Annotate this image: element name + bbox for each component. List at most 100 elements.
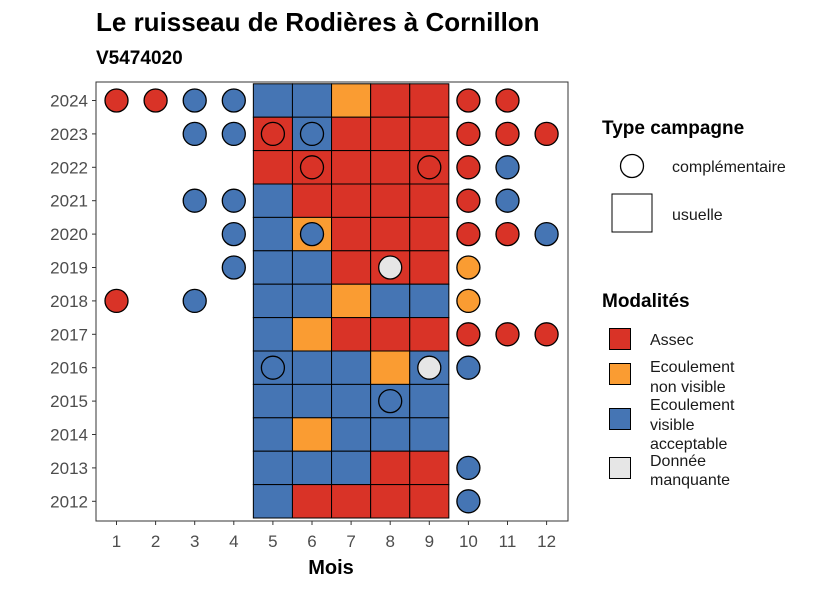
tile-2013-8	[370, 450, 411, 486]
legend-label-line: Ecoulement	[650, 359, 735, 376]
point-2024-2	[143, 88, 168, 113]
point-2024-4	[221, 88, 246, 113]
x-tick-label: 11	[499, 532, 517, 551]
tile-2014-6	[291, 417, 333, 452]
point-2015-8	[378, 388, 403, 414]
point-2016-10	[456, 355, 481, 380]
point-2020-6	[299, 221, 325, 247]
point-2020-11	[495, 221, 520, 247]
tile-2017-9	[409, 317, 450, 352]
x-tick-label: 2	[151, 532, 160, 551]
x-tick-label: 7	[346, 532, 355, 551]
tile-2021-9	[409, 183, 450, 218]
y-axis-ticks: 2012 2013 2014 2015 2016 2017 2018 2019 2020 2021…	[50, 92, 96, 511]
tile-2024-6	[291, 83, 333, 118]
point-2017-10	[456, 322, 481, 347]
tile-2019-7	[331, 250, 372, 285]
tile-2018-6	[291, 283, 333, 319]
x-tick-label: 8	[385, 532, 394, 551]
legend-key-2	[609, 408, 631, 430]
point-2022-6	[299, 155, 325, 180]
tile-2019-5	[252, 250, 293, 285]
x-tick-label: 10	[459, 532, 478, 551]
chart-title: Le ruisseau de Rodières à Cornillon	[96, 7, 540, 37]
legend-key-0	[609, 328, 631, 350]
y-tick-label: 2022	[50, 158, 88, 177]
point-2021-11	[495, 188, 520, 213]
legend-label-line: visible	[650, 417, 695, 434]
tile-2020-8	[370, 216, 411, 252]
point-2022-9	[417, 155, 442, 180]
x-axis-ticks: 1 2 3 4 5 6 7 8 9 10 11 12	[112, 521, 556, 551]
tile-2020-9	[409, 216, 450, 252]
tile-2015-6	[291, 383, 333, 419]
legend-campagne-title: Type campagne	[602, 118, 744, 139]
tile-2024-8	[370, 83, 411, 118]
point-2024-3	[182, 88, 207, 113]
tile-2017-8	[370, 317, 411, 352]
y-tick-label: 2012	[50, 492, 88, 511]
y-tick-label: 2017	[50, 325, 88, 344]
y-tick-label: 2023	[50, 125, 88, 144]
point-2020-4	[221, 221, 246, 247]
point-2023-12	[534, 121, 559, 147]
point-2022-10	[456, 155, 481, 180]
tile-2014-7	[331, 417, 372, 452]
tile-2018-9	[409, 283, 450, 319]
tile-2018-8	[370, 283, 411, 319]
tile-2018-5	[252, 283, 293, 319]
tile-2022-8	[370, 150, 411, 185]
tile-2023-9	[409, 116, 450, 152]
tile-2024-5	[252, 83, 293, 118]
tile-2020-7	[331, 216, 372, 252]
point-2023-5	[260, 121, 286, 147]
point-2021-10	[456, 188, 481, 213]
usuelle-tiles	[252, 83, 450, 519]
tile-2012-7	[331, 484, 372, 519]
point-2023-6	[299, 121, 325, 147]
x-tick-label: 1	[112, 532, 121, 551]
point-2019-10	[456, 255, 481, 280]
tile-2015-5	[252, 383, 293, 419]
point-2019-8	[378, 255, 403, 280]
tile-2021-7	[331, 183, 372, 218]
legend-label-line: Ecoulement	[650, 397, 735, 414]
y-tick-label: 2014	[50, 426, 88, 445]
point-2018-10	[456, 288, 481, 314]
tile-2014-5	[252, 417, 293, 452]
y-tick-label: 2013	[50, 459, 88, 478]
point-2019-4	[221, 255, 246, 280]
tile-2016-8	[370, 350, 411, 385]
tile-2012-6	[291, 484, 333, 519]
legend-key-3	[609, 457, 631, 479]
x-tick-label: 5	[268, 532, 277, 551]
x-tick-label: 9	[425, 532, 434, 551]
point-2024-10	[456, 88, 481, 113]
x-tick-label: 6	[307, 532, 316, 551]
tile-2019-9	[409, 250, 450, 285]
tile-2022-5	[252, 150, 293, 185]
tile-2023-8	[370, 116, 411, 152]
y-tick-label: 2019	[50, 259, 88, 278]
point-2023-10	[456, 121, 481, 147]
y-tick-label: 2016	[50, 359, 88, 378]
tile-2021-8	[370, 183, 411, 218]
point-2016-5	[260, 355, 286, 380]
x-tick-label: 12	[537, 532, 556, 551]
y-tick-label: 2024	[50, 92, 88, 111]
point-2021-3	[182, 188, 207, 213]
tile-2018-7	[331, 283, 372, 319]
legend-type-campagne: Type campagne complémentaire usuelle	[602, 118, 786, 233]
tile-2012-9	[409, 484, 450, 519]
legend-label-line: manquante	[650, 472, 730, 489]
legend-square-usuelle	[611, 193, 653, 233]
point-2023-3	[182, 121, 207, 147]
tile-2017-7	[331, 317, 372, 352]
point-2020-10	[456, 221, 481, 247]
tile-2024-7	[331, 83, 372, 118]
x-tick-label: 3	[190, 532, 199, 551]
point-2021-4	[221, 188, 246, 213]
legend-key-1	[609, 363, 631, 385]
